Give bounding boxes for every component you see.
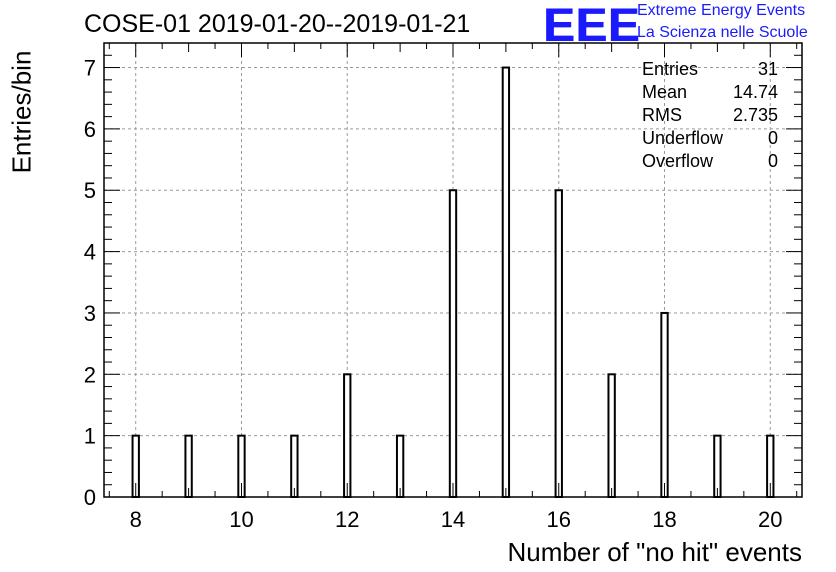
stats-box: Entries 31 Mean 14.74 RMS 2.735 Underflow 0 …	[642, 58, 778, 173]
x-tick-label: 10	[229, 507, 253, 532]
histogram-bar	[607, 373, 616, 499]
stat-label: Entries	[642, 59, 699, 79]
stat-row-underflow: Underflow 0	[642, 127, 778, 150]
x-tick-label: 18	[652, 507, 676, 532]
y-tick-label: 1	[84, 424, 96, 449]
x-tick-label: 20	[758, 507, 782, 532]
x-tick-label: 16	[547, 507, 571, 532]
eee-logo: EEE	[543, 0, 641, 51]
histogram-bar	[343, 373, 352, 499]
y-tick-label: 6	[84, 117, 96, 142]
y-tick-label: 4	[84, 240, 96, 265]
stat-row-entries: Entries 31	[642, 58, 778, 81]
stat-value: 2.735	[732, 105, 778, 125]
stat-row-rms: RMS 2.735	[642, 104, 778, 127]
x-tick-label: 12	[335, 507, 359, 532]
stat-value: 0	[767, 151, 778, 171]
histogram-bar	[395, 434, 405, 499]
logo-tagline-1: Extreme Energy Events	[637, 2, 806, 19]
y-tick-label: 3	[84, 301, 96, 326]
y-tick-label: 7	[84, 56, 96, 81]
y-tick-label: 5	[84, 178, 96, 203]
stat-value: 31	[757, 59, 778, 79]
histogram-bar	[713, 434, 722, 499]
stat-label: Mean	[642, 82, 688, 102]
x-tick-label: 8	[130, 507, 142, 532]
y-tick-label: 0	[84, 485, 96, 510]
histogram-bar	[290, 434, 299, 499]
x-axis-label: Number of "no hit" events	[507, 537, 803, 567]
stat-label: RMS	[642, 105, 682, 125]
plot-title: COSE-01 2019-01-20--2019-01-21	[84, 10, 471, 38]
logo-letters: EEE	[543, 0, 641, 51]
stat-value: 14.74	[732, 82, 778, 102]
stat-row-mean: Mean 14.74	[642, 81, 778, 104]
logo-tagline-2: La Scienza nelle Scuole	[637, 24, 808, 41]
histogram-bar	[554, 189, 563, 498]
histogram-bar	[660, 311, 669, 498]
stat-row-overflow: Overflow 0	[642, 150, 778, 173]
x-tick-label: 14	[441, 507, 465, 532]
stat-label: Underflow	[642, 128, 724, 148]
histogram-bar	[184, 434, 193, 499]
histogram-bar	[501, 66, 511, 499]
stat-value: 0	[767, 128, 778, 148]
y-tick-label: 2	[84, 362, 96, 387]
y-axis-label: Entries/bin	[6, 50, 37, 174]
stat-label: Overflow	[642, 151, 714, 171]
histogram-bar	[448, 189, 458, 498]
